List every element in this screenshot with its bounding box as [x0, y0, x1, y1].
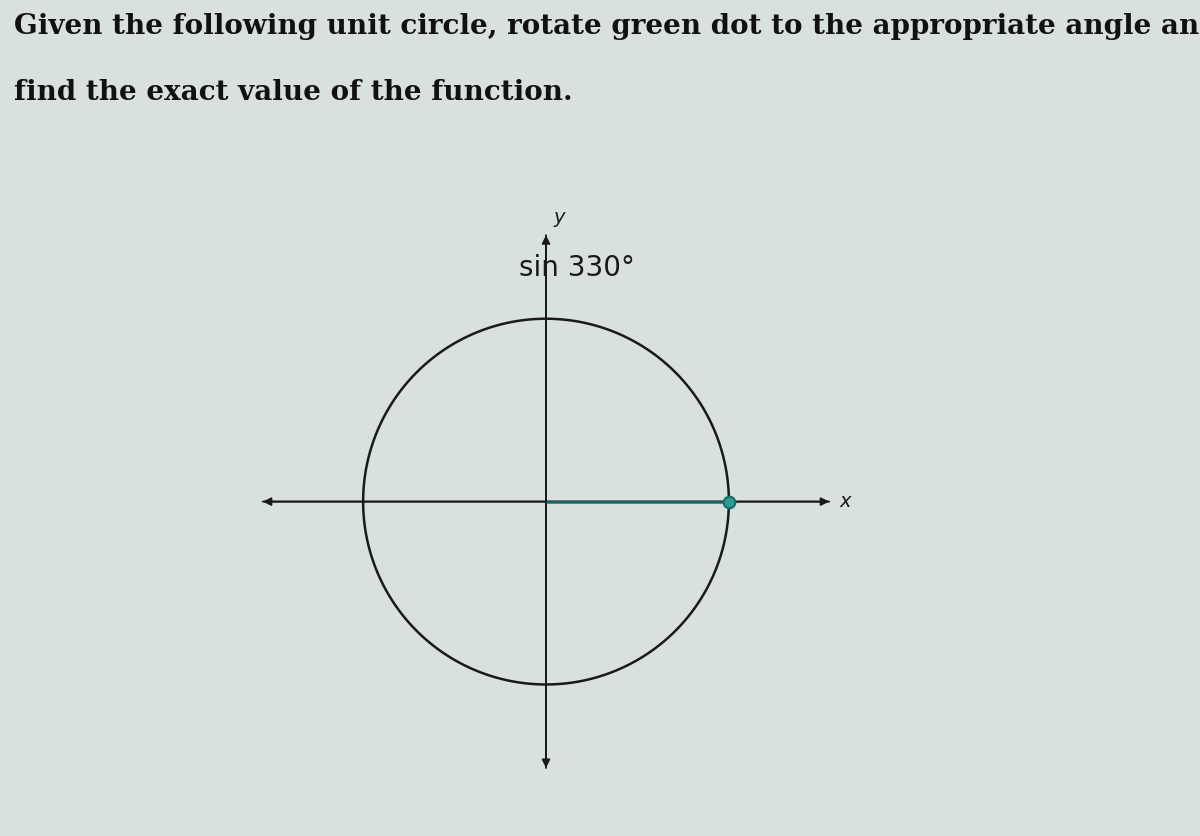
Point: [719, 495, 738, 508]
Text: sin 330°: sin 330°: [518, 253, 635, 282]
Text: Given the following unit circle, rotate green dot to the appropriate angle and t: Given the following unit circle, rotate …: [14, 13, 1200, 39]
Text: x: x: [839, 492, 851, 511]
Text: y: y: [553, 208, 565, 227]
Text: find the exact value of the function.: find the exact value of the function.: [14, 79, 574, 106]
